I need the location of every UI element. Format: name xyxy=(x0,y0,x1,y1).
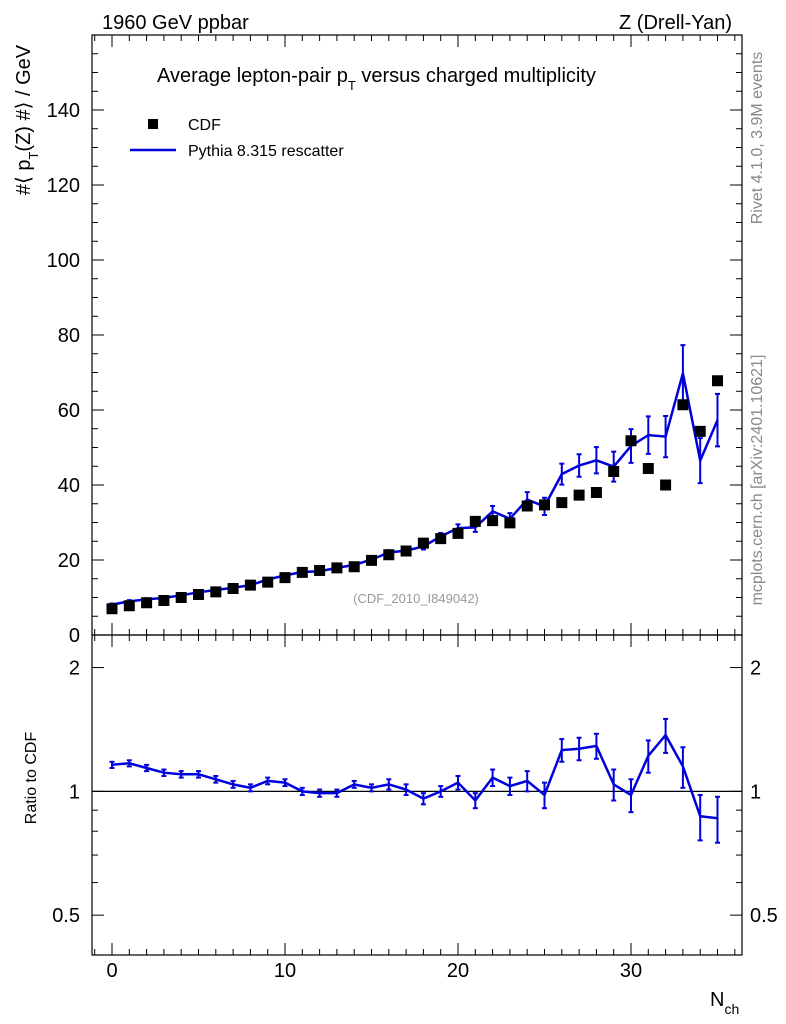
main-y-tick-label: 140 xyxy=(47,100,80,122)
cdf-data-point xyxy=(141,597,153,609)
cdf-data-point xyxy=(348,561,360,573)
ratio-plot-frame xyxy=(91,634,743,956)
ratio-y-tick-label-left: 2 xyxy=(69,658,80,680)
analysis-reference-label: (CDF_2010_I849042) xyxy=(353,591,479,606)
cdf-data-point xyxy=(106,603,118,615)
cdf-data-point xyxy=(608,466,620,477)
main-mc-series xyxy=(109,344,720,607)
cdf-data-point xyxy=(504,517,516,529)
cdf-data-point xyxy=(175,592,187,603)
ratio-mc-line xyxy=(111,732,718,820)
cdf-data-point xyxy=(383,549,395,561)
cdf-data-point xyxy=(314,565,326,576)
mcplots-label: mcplots.cern.ch [arXiv:2401.10621] xyxy=(749,355,766,606)
cdf-data-point xyxy=(677,399,689,411)
ratio-y-tick-label-right: 0.5 xyxy=(750,905,778,927)
cdf-data-point xyxy=(262,576,274,588)
ratio-y-tick-label-right: 1 xyxy=(750,781,761,803)
main-y-tick-label: 0 xyxy=(69,625,80,647)
legend-mc-label: Pythia 8.315 rescatter xyxy=(188,143,344,160)
cdf-data-point xyxy=(694,425,706,437)
cdf-data-point xyxy=(331,562,343,574)
main-y-tick-label: 40 xyxy=(58,475,80,497)
x-tick-label: 10 xyxy=(274,960,296,982)
x-tick-label: 20 xyxy=(447,960,469,982)
x-axis-label: Nch xyxy=(710,989,739,1017)
ratio-mc-series xyxy=(109,717,720,844)
rivet-version-label: Rivet 4.1.0, 3.9M events xyxy=(749,52,766,225)
cdf-data-point xyxy=(279,572,291,584)
cdf-data-point xyxy=(660,479,672,491)
cdf-data-point xyxy=(158,595,170,606)
cdf-data-point xyxy=(227,583,239,594)
cdf-data-point xyxy=(296,566,308,578)
ratio-y-tick-label-right: 2 xyxy=(750,658,761,680)
cdf-data-point xyxy=(452,527,464,539)
cdf-data-point xyxy=(573,489,585,501)
cdf-data-point xyxy=(366,554,377,566)
cdf-data-point xyxy=(487,515,499,527)
main-mc-line xyxy=(111,372,719,606)
cdf-data-point xyxy=(244,579,256,591)
ratio-y-axis-label: Ratio to CDF xyxy=(23,732,40,825)
cdf-data-point xyxy=(712,375,723,387)
main-y-ticks: 0 20 40 60 80 100 120 140 xyxy=(47,34,742,647)
ratio-y-tick-label-left: 1 xyxy=(69,781,80,803)
main-title: Average lepton-pair pT versus charged mu… xyxy=(157,65,596,93)
legend-cdf-marker xyxy=(148,119,158,129)
main-y-tick-label: 120 xyxy=(47,175,80,197)
main-y-tick-label: 60 xyxy=(58,400,80,422)
cdf-data-point xyxy=(435,533,447,545)
main-x-ticks xyxy=(94,35,736,635)
main-y-tick-label: 80 xyxy=(58,325,80,347)
legend: CDF Pythia 8.315 rescatter xyxy=(130,117,344,160)
main-cdf-series xyxy=(106,375,723,615)
x-tick-label: 0 xyxy=(106,960,117,982)
ratio-y-tick-label-left: 0.5 xyxy=(52,905,80,927)
main-y-axis-label: #⟨ pT(Z) #⟩ / GeV xyxy=(13,44,41,195)
cdf-data-point xyxy=(417,537,429,549)
main-y-tick-label: 20 xyxy=(58,550,80,572)
cdf-data-point xyxy=(590,487,602,498)
header-process: Z (Drell-Yan) xyxy=(619,12,732,34)
header-energy: 1960 GeV ppbar xyxy=(102,12,249,34)
cdf-data-point xyxy=(469,515,481,527)
cdf-data-point xyxy=(539,499,550,511)
cdf-data-point xyxy=(642,463,654,474)
legend-cdf-label: CDF xyxy=(188,117,221,134)
cdf-data-point xyxy=(210,586,222,598)
ratio-y-ticks: 0.5 0.5 1 1 2 2 xyxy=(52,658,778,956)
cdf-data-point xyxy=(521,500,533,512)
cdf-data-point xyxy=(400,545,412,557)
cdf-data-point xyxy=(556,497,568,509)
cdf-data-point xyxy=(123,600,135,612)
main-y-tick-label: 100 xyxy=(47,250,80,272)
cdf-data-point xyxy=(193,589,204,600)
cdf-data-point xyxy=(625,435,637,447)
ratio-x-ticks: 0 10 20 30 xyxy=(94,635,736,982)
x-tick-label: 30 xyxy=(620,960,642,982)
